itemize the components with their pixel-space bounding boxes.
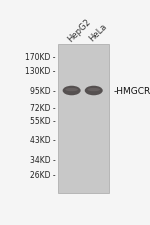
Text: 130KD -: 130KD - <box>25 67 55 76</box>
Text: 26KD -: 26KD - <box>30 170 55 179</box>
Text: 170KD -: 170KD - <box>25 53 55 62</box>
Text: HepG2: HepG2 <box>65 17 92 43</box>
Text: 43KD -: 43KD - <box>30 135 55 144</box>
Ellipse shape <box>65 88 78 92</box>
Ellipse shape <box>85 86 103 96</box>
Ellipse shape <box>87 88 100 92</box>
Text: -HMGCR: -HMGCR <box>114 87 150 96</box>
Text: 55KD -: 55KD - <box>30 117 55 126</box>
Bar <box>58 44 110 193</box>
Text: 72KD -: 72KD - <box>30 103 55 112</box>
Ellipse shape <box>63 86 81 96</box>
Text: HeLa: HeLa <box>87 22 109 43</box>
Text: 34KD -: 34KD - <box>30 155 55 164</box>
Text: 95KD -: 95KD - <box>30 87 55 96</box>
